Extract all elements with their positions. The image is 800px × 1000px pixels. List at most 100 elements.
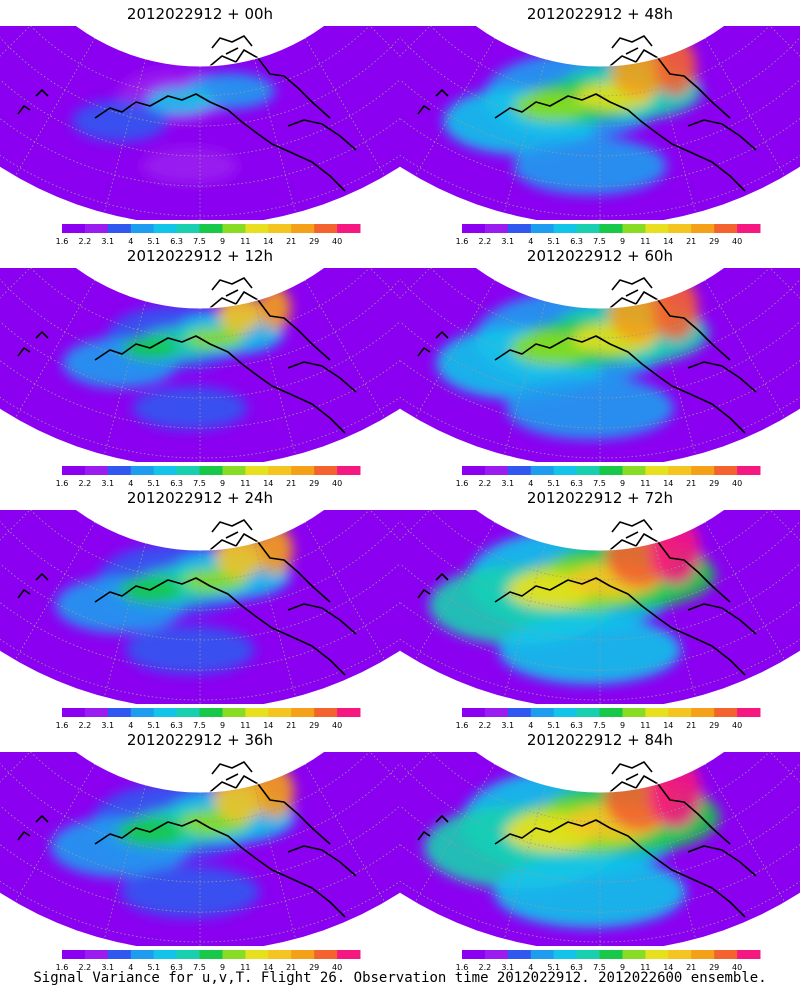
colorbar-tick-label: 21: [286, 963, 296, 972]
forecast-panel: 2012022912 + 36h 1.6 2.2 3.1 4 5.1 6.3 7.5 9 11 14…: [0, 730, 400, 974]
colorbar-tick-label: 9: [220, 237, 225, 246]
colorbar-swatch: [153, 708, 178, 717]
colorbar-tick-label: 11: [240, 479, 250, 488]
colorbar-swatch: [622, 950, 646, 959]
forecast-panel: 2012022912 + 84h 1.6 2.2 3.1 4 5.1 6.3 7.5 9 11 14…: [400, 730, 800, 974]
colorbar-tick-label: 7.5: [593, 479, 606, 488]
colorbar-tick-label: 6.3: [570, 237, 583, 246]
variance-contour: [498, 615, 682, 685]
colorbar-swatch: [314, 466, 338, 475]
colorbar-swatch: [107, 950, 132, 959]
colorbar-tick-label: 29: [709, 963, 719, 972]
colorbar-swatch: [176, 708, 200, 717]
coastline: [17, 35, 357, 192]
colorbar-tick-label: 9: [220, 721, 225, 730]
colorbar-swatch: [462, 950, 486, 959]
colorbar-tick-label: 11: [640, 479, 650, 488]
colorbar-tick-label: 2.2: [479, 237, 492, 246]
colorbar-swatch: [645, 466, 669, 475]
variance-contour: [72, 100, 168, 142]
colorbar: 1.6 2.2 3.1 4 5.1 6.3 7.5 9 11 14 21 29 40: [56, 708, 361, 730]
colorbar-swatch: [153, 466, 178, 475]
colorbar-tick-label: 4: [528, 479, 533, 488]
colorbar-swatch: [84, 224, 109, 233]
coastline: [417, 761, 757, 918]
colorbar-tick-label: 29: [309, 721, 319, 730]
colorbar-tick-label: 14: [263, 479, 273, 488]
forecast-panel: 2012022912 + 00h 1.6 2.2 3.1 4 5.1 6.3 7.5 9 11 14…: [0, 4, 400, 248]
colorbar-swatch: [576, 708, 600, 717]
colorbar-swatch: [737, 950, 761, 959]
coastline: [417, 277, 757, 434]
colorbar: 1.6 2.2 3.1 4 5.1 6.3 7.5 9 11 14 21 29 40: [56, 950, 361, 972]
colorbar-tick-label: 2.2: [79, 721, 92, 730]
colorbar-tick-label: 4: [128, 237, 133, 246]
variance-contour: [120, 865, 260, 919]
colorbar-swatch: [691, 708, 715, 717]
colorbar-swatch: [314, 950, 338, 959]
colorbar-swatch: [107, 708, 132, 717]
colorbar-swatch: [268, 708, 292, 717]
colorbar-swatch: [530, 466, 555, 475]
colorbar-swatch: [176, 950, 200, 959]
colorbar-tick-label: 21: [686, 721, 696, 730]
colorbar-swatch: [314, 224, 338, 233]
colorbar-tick-label: 9: [220, 963, 225, 972]
colorbar-tick-label: 14: [263, 963, 273, 972]
colorbar-tick-label: 21: [686, 963, 696, 972]
colorbar-swatch: [222, 708, 246, 717]
colorbar-tick-label: 9: [620, 721, 625, 730]
variance-contour: [125, 625, 255, 675]
colorbar-swatch: [222, 950, 246, 959]
colorbar: 1.6 2.2 3.1 4 5.1 6.3 7.5 9 11 14 21 29 40: [456, 224, 761, 246]
colorbar-swatch: [130, 224, 155, 233]
colorbar-swatch: [245, 708, 269, 717]
colorbar-swatch: [714, 708, 738, 717]
colorbar-tick-label: 40: [332, 963, 342, 972]
colorbar-tick-label: 5.1: [547, 721, 560, 730]
colorbar-swatch: [507, 466, 532, 475]
panel-title: 2012022912 + 48h: [526, 5, 674, 23]
colorbar-tick-label: 11: [640, 237, 650, 246]
colorbar-tick-label: 7.5: [193, 963, 206, 972]
colorbar-tick-label: 6.3: [570, 963, 583, 972]
colorbar-swatch: [668, 708, 692, 717]
colorbar-swatch: [553, 224, 578, 233]
colorbar-tick-label: 1.6: [456, 479, 469, 488]
colorbar-swatch: [62, 466, 86, 475]
colorbar-tick-label: 1.6: [456, 237, 469, 246]
colorbar-swatch: [153, 950, 178, 959]
colorbar-swatch: [622, 708, 646, 717]
colorbar-swatch: [553, 466, 578, 475]
colorbar-tick-label: 4: [528, 963, 533, 972]
colorbar-swatch: [245, 466, 269, 475]
colorbar-tick-label: 1.6: [56, 721, 69, 730]
colorbar-swatch: [645, 950, 669, 959]
figure-caption: Signal Variance for u,v,T. Flight 26. Ob…: [33, 970, 767, 986]
colorbar-swatch: [691, 466, 715, 475]
colorbar-tick-label: 2.2: [79, 479, 92, 488]
colorbar-tick-label: 7.5: [593, 237, 606, 246]
colorbar-swatch: [337, 224, 361, 233]
colorbar-tick-label: 6.3: [570, 479, 583, 488]
colorbar-tick-label: 40: [332, 479, 342, 488]
panel-title: 2012022912 + 84h: [526, 731, 674, 749]
colorbar-tick-label: 3.1: [501, 237, 514, 246]
coastline: [417, 35, 757, 192]
colorbar-swatch: [268, 466, 292, 475]
colorbar-tick-label: 7.5: [193, 237, 206, 246]
variance-contour: [506, 376, 674, 440]
colorbar-swatch: [199, 708, 223, 717]
colorbar-swatch: [714, 224, 738, 233]
forecast-panel: 2012022912 + 12h 1.6 2.2 3.1 4 5.1 6.3 7.5 9 11 14…: [0, 246, 400, 490]
colorbar-swatch: [622, 466, 646, 475]
colorbar-swatch: [222, 224, 246, 233]
colorbar-swatch: [668, 950, 692, 959]
colorbar-swatch: [291, 950, 315, 959]
variance-map: [0, 268, 400, 462]
colorbar-tick-label: 14: [663, 963, 673, 972]
colorbar-tick-label: 5.1: [147, 721, 160, 730]
colorbar-swatch: [599, 466, 623, 475]
colorbar-tick-label: 11: [640, 963, 650, 972]
colorbar-tick-label: 6.3: [170, 479, 183, 488]
